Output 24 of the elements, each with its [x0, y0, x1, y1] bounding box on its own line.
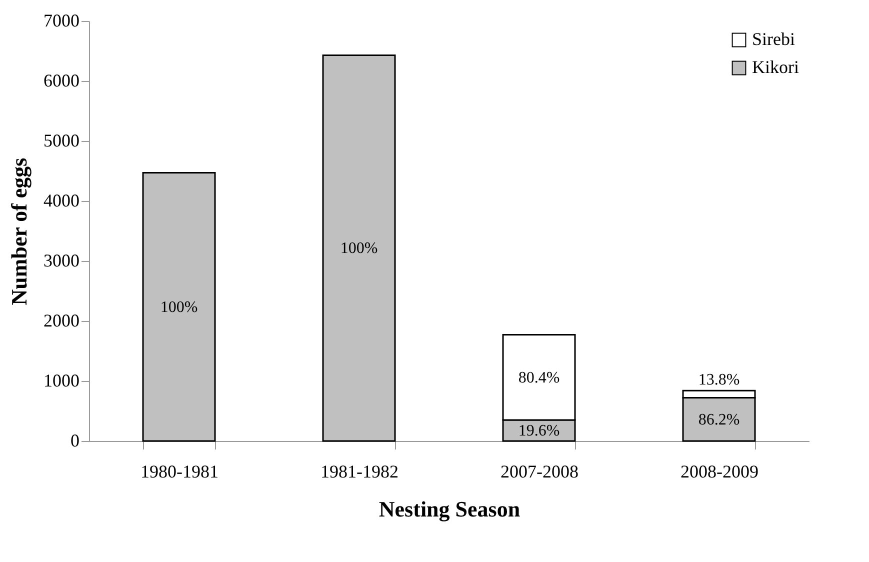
y-tick-label: 3000: [44, 250, 80, 270]
y-tick-label: 1000: [44, 370, 80, 390]
y-tick-label: 2000: [44, 310, 80, 330]
x-tick-label: 1980-1981: [140, 462, 218, 482]
x-tick-label: 2008-2009: [680, 462, 758, 482]
annotation: 100%: [340, 240, 378, 258]
legend-label: Kikori: [752, 57, 799, 77]
y-tick-label: 4000: [44, 190, 80, 210]
annotation: 19.6%: [518, 422, 560, 440]
y-axis-title: Number of eggs: [6, 157, 32, 306]
y-tick-label: 0: [70, 430, 80, 450]
bar: [142, 172, 216, 442]
annotation: 86.2%: [698, 411, 740, 428]
y-tick-label: 6000: [44, 70, 80, 90]
x-tick-label: 2007-2008: [500, 462, 578, 482]
annotation: 100%: [160, 298, 198, 316]
bar: [322, 54, 396, 442]
annotation: 80.4%: [518, 369, 560, 386]
x-axis-title: Nesting Season: [378, 496, 520, 522]
y-tick-label: 5000: [44, 130, 80, 150]
legend-label: Sirebi: [752, 29, 795, 49]
y-tick-label: 7000: [44, 10, 80, 30]
annotation: 13.8%: [698, 372, 740, 389]
x-tick-label: 1981-1982: [320, 462, 398, 482]
